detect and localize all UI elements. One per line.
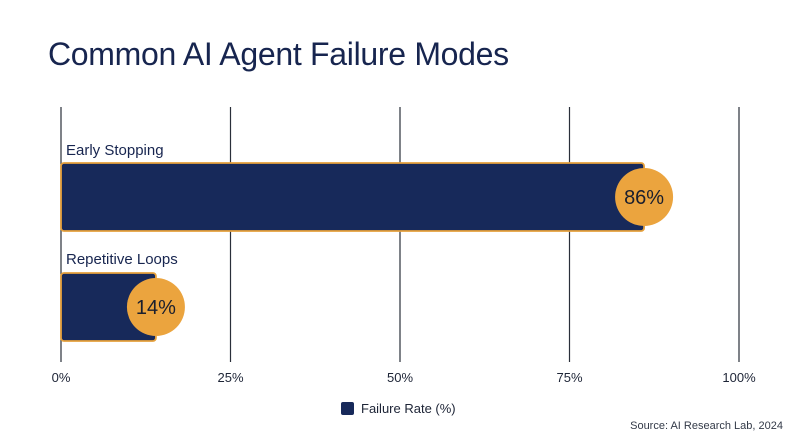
x-tick-label: 75%	[556, 370, 582, 385]
category-label: Repetitive Loops	[66, 251, 178, 268]
x-axis-ticks: 0% 25% 50% 75% 100%	[52, 370, 756, 385]
x-tick-label: 0%	[52, 370, 71, 385]
legend-label: Failure Rate (%)	[361, 401, 456, 416]
data-label: 14%	[136, 297, 176, 319]
chart-title: Common AI Agent Failure Modes	[48, 36, 509, 72]
data-label-badge	[126, 278, 185, 336]
x-tick-label: 25%	[217, 370, 243, 385]
category-label: Early Stopping	[66, 142, 164, 159]
source-note: Source: AI Research Lab, 2024	[630, 420, 783, 432]
legend-swatch	[341, 402, 354, 415]
data-label: 86%	[624, 187, 664, 209]
x-tick-label: 50%	[387, 370, 413, 385]
bar	[60, 162, 645, 232]
x-tick-label: 100%	[722, 370, 756, 385]
data-label-badge	[615, 168, 674, 226]
legend: Failure Rate (%)	[341, 401, 456, 416]
bars: Early Stopping 86% Repetitive Loops 14%	[60, 142, 674, 342]
